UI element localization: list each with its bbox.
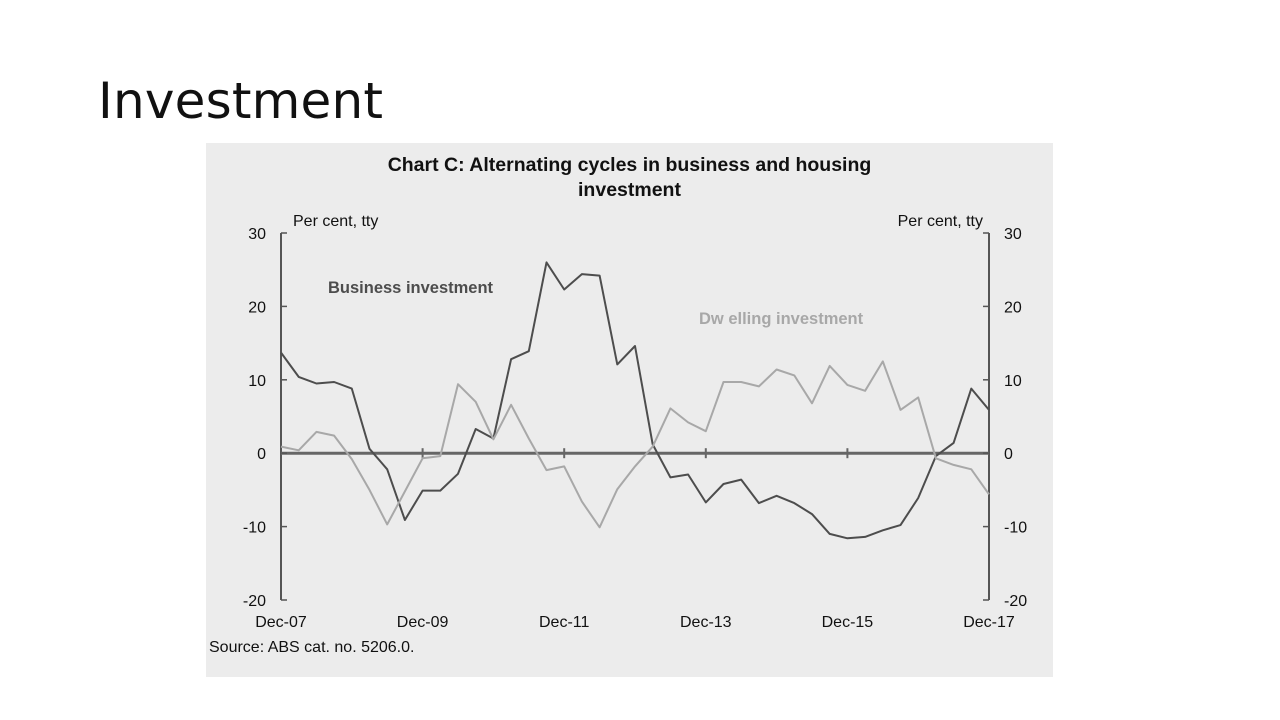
line-chart: -20 -20 -10 -10 0 0 10 10 20 20 30 30 Per cent, tty P…	[243, 213, 1027, 631]
left-y-tick-label: 0	[257, 446, 266, 463]
chart-title-line-2: investment	[578, 179, 681, 201]
right-y-tick-label: 10	[1004, 373, 1022, 390]
series-line-dwelling	[280, 360, 990, 529]
series-line-business	[280, 261, 990, 540]
x-tick-label: Dec-13	[680, 614, 732, 631]
chart-source: Source: ABS cat. no. 5206.0.	[209, 639, 415, 656]
left-y-tick-label: -20	[243, 593, 266, 610]
series-label-business: Business investment	[328, 279, 494, 297]
left-y-tick-label: -10	[243, 520, 266, 537]
left-y-tick-label: 20	[248, 299, 266, 316]
series-label-dwelling: Dw elling investment	[699, 310, 864, 328]
left-y-tick-label: 10	[248, 373, 266, 390]
left-y-tick-label: 30	[248, 226, 266, 243]
chart-panel: Chart C: Alternating cycles in business …	[206, 143, 1053, 677]
chart-title-line-1: Chart C: Alternating cycles in business …	[387, 154, 872, 176]
right-y-tick-label: -10	[1004, 520, 1027, 537]
right-y-tick-label: 0	[1004, 446, 1013, 463]
right-axis-unit: Per cent, tty	[898, 213, 983, 230]
chart-title: Chart C: Alternating cycles in business …	[206, 153, 1053, 203]
x-tick-label: Dec-11	[539, 614, 589, 631]
left-axis-unit: Per cent, tty	[293, 213, 378, 230]
right-y-tick-label: 20	[1004, 299, 1022, 316]
x-tick-label: Dec-15	[822, 614, 874, 631]
slide-title: Investment	[98, 72, 384, 130]
x-tick-label: Dec-07	[255, 614, 307, 631]
x-tick-label: Dec-09	[397, 614, 449, 631]
right-y-tick-label: 30	[1004, 226, 1022, 243]
x-tick-label: Dec-17	[963, 614, 1015, 631]
right-y-tick-label: -20	[1004, 593, 1027, 610]
